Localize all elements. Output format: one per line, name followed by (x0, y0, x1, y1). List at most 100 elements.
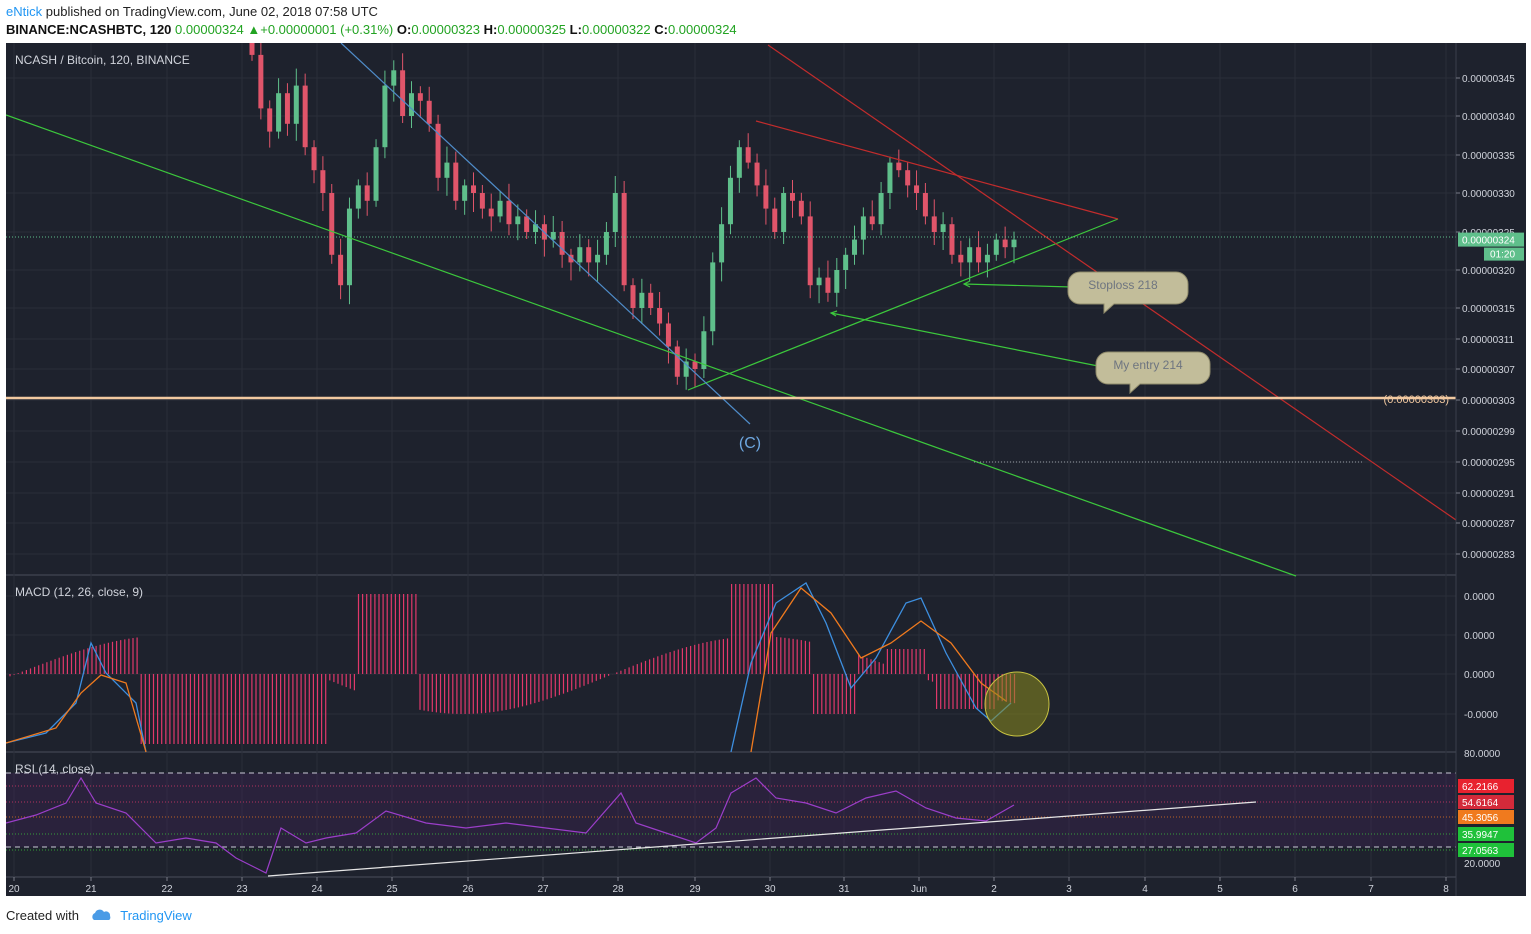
time-tick-label: 20 (8, 884, 20, 895)
open-label: O: (396, 22, 412, 37)
stoploss-callout[interactable] (1067, 271, 1189, 315)
candle-body (595, 254, 601, 263)
candle-body (559, 232, 565, 255)
candle-body (665, 323, 671, 347)
candle-body (329, 193, 335, 255)
time-tick-label: 24 (311, 884, 323, 895)
rsi-value-badge (1458, 843, 1514, 857)
candle-body (568, 254, 574, 263)
rsi-value-badge (1458, 827, 1514, 841)
low-value: 0.00000322 (581, 22, 651, 37)
candle-body (692, 361, 698, 369)
red-trend-upper[interactable] (755, 120, 1119, 220)
time-tick-label: 2 (991, 884, 997, 895)
candle-body (249, 43, 255, 55)
last-price-badge-text: 0.00000324 (1462, 236, 1515, 247)
chart-title: NCASH / Bitcoin, 120, BINANCE (15, 53, 190, 67)
candle-body (488, 208, 494, 217)
candle-body (922, 193, 928, 217)
price-tick-label: 0.00000330 (1462, 189, 1515, 200)
candle-body (550, 232, 556, 240)
candle-body (311, 147, 317, 171)
price-tick-label: 0.00000340 (1462, 112, 1515, 123)
time-tick-label: 23 (236, 884, 248, 895)
time-tick-label: 6 (1292, 884, 1298, 895)
time-tick-label: 31 (838, 884, 850, 895)
time-tick-label: 7 (1368, 884, 1374, 895)
candle-body (1011, 239, 1017, 248)
candle-body (781, 193, 787, 232)
candle-body (727, 177, 733, 225)
open-value: 0.00000323 (411, 22, 480, 37)
candle-body (577, 247, 583, 263)
rsi-value-label: 54.6164 (1462, 798, 1499, 809)
green-trend-upper[interactable] (6, 114, 1297, 577)
countdown-text: 01:20 (1490, 250, 1515, 261)
candle-body (869, 216, 875, 225)
entry-callout-text: My entry 214 (1113, 358, 1183, 372)
time-axis: 20 21 22 23 24 25 26 27 28 29 30 31 Jun 2 3 4 5 6 7 8 (8, 877, 1449, 895)
candle-body (976, 247, 982, 263)
price-tick-label: 0.00000335 (1462, 151, 1515, 162)
candlestick-series (249, 43, 1017, 390)
candle-body (302, 85, 308, 148)
last-price: 0.00000324 (175, 22, 244, 37)
candle-body (648, 292, 654, 308)
candle-body (453, 162, 459, 201)
candle-body (914, 185, 920, 193)
price-tick-label: 0.00000315 (1462, 304, 1515, 315)
time-tick-label: 3 (1066, 884, 1072, 895)
trading-chart[interactable]: Stoploss 218 My entry 214 (C) (0.0000030… (6, 43, 1526, 896)
signal-line-right (750, 587, 1007, 753)
rsi-value-badge (1458, 810, 1514, 824)
price-tick-label: 0.00000303 (1462, 396, 1515, 407)
candle-body (284, 93, 290, 124)
time-tick-label: Jun (911, 884, 927, 895)
candle-body (400, 70, 406, 116)
ohlc-header: BINANCE:NCASHBTC, 120 0.00000324 ▲+0.000… (6, 22, 737, 37)
candle-body (603, 232, 609, 255)
candle-body (1002, 239, 1008, 248)
author-link[interactable]: eNtick (6, 4, 43, 19)
candle-body (710, 262, 716, 332)
rsi-tick-label: 20.0000 (1464, 859, 1501, 870)
blue-wave-line[interactable] (340, 43, 751, 425)
candle-body (949, 224, 955, 255)
candle-body (967, 247, 973, 263)
green-support-rising[interactable] (687, 218, 1119, 391)
up-triangle-icon: ▲ (247, 22, 261, 37)
low-label: L: (569, 22, 582, 37)
candle-body (630, 285, 636, 308)
published-text: published on TradingView.com, June 02, 2… (45, 4, 378, 19)
candle-body (993, 239, 999, 255)
rsi-value-label: 45.3056 (1462, 813, 1499, 824)
rsi-line (6, 776, 1015, 874)
time-tick-label: 30 (764, 884, 776, 895)
price-tick-label: 0.00000283 (1462, 550, 1515, 561)
time-tick-label: 21 (85, 884, 97, 895)
price-change: +0.00000001 (+0.31%) (260, 22, 394, 37)
macd-line-left (6, 641, 147, 753)
candle-body (338, 254, 344, 286)
candle-body (293, 85, 299, 124)
candle-body (471, 185, 477, 193)
candle-body (408, 93, 414, 116)
time-tick-label: 29 (689, 884, 701, 895)
close-label: C: (654, 22, 668, 37)
wave-c-label: (C) (739, 435, 761, 452)
rsi-trend-line[interactable] (267, 801, 1257, 877)
stoploss-callout-text: Stoploss 218 (1088, 278, 1158, 292)
candle-body (852, 239, 858, 255)
candle-body (763, 185, 769, 209)
entry-callout[interactable] (1095, 351, 1211, 395)
candle-body (639, 292, 645, 308)
candle-body (807, 216, 813, 286)
macd-highlight-circle[interactable] (984, 671, 1050, 737)
candle-body (816, 277, 822, 286)
candle-body (524, 216, 530, 232)
stoploss-arrow (963, 283, 1073, 288)
tradingview-link[interactable]: TradingView (120, 908, 192, 923)
price-axis-bg (1456, 43, 1526, 896)
candle-body (533, 224, 539, 232)
close-value: 0.00000324 (667, 22, 737, 37)
